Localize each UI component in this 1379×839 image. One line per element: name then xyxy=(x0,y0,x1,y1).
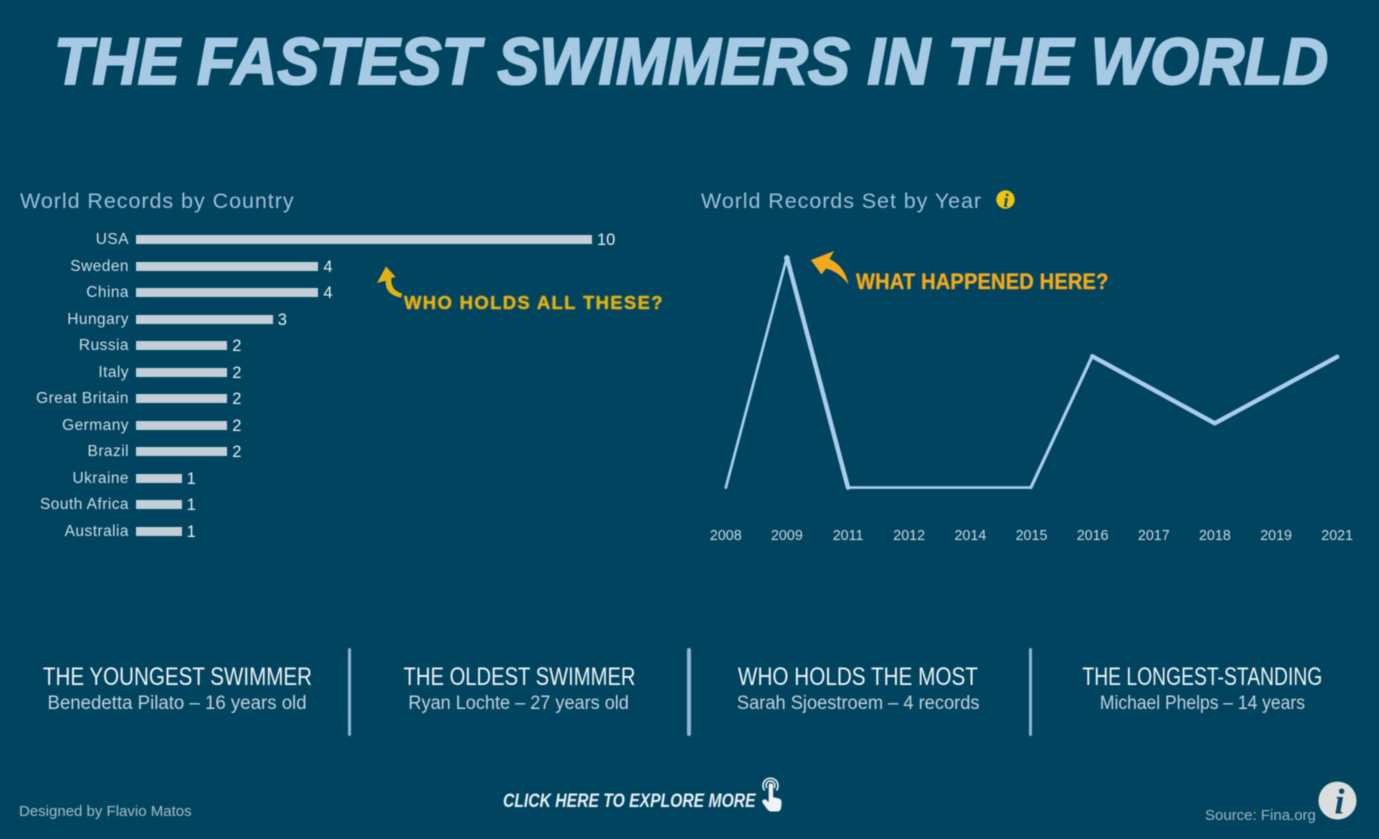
svg-text:i: i xyxy=(1003,191,1009,212)
svg-text:i: i xyxy=(1334,782,1344,822)
